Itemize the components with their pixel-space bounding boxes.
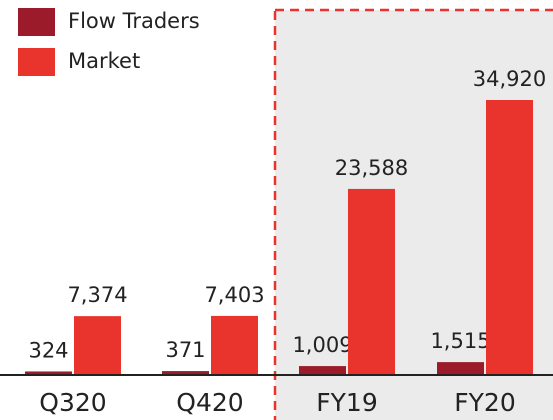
legend-swatch xyxy=(18,48,55,76)
value-label: 371 xyxy=(165,338,205,362)
bar xyxy=(74,316,121,374)
bar xyxy=(486,100,533,374)
value-label: 34,920 xyxy=(473,67,546,91)
value-label: 324 xyxy=(28,338,68,362)
value-label: 7,403 xyxy=(204,283,264,307)
x-tick-label: Q420 xyxy=(176,388,243,417)
x-tick-label: Q320 xyxy=(39,388,106,417)
x-tick-label: FY20 xyxy=(454,388,515,417)
legend-label: Market xyxy=(68,49,140,73)
bar xyxy=(348,188,395,374)
x-tick-label: FY19 xyxy=(316,388,377,417)
value-label: 1,515 xyxy=(430,329,490,353)
legend-swatch xyxy=(18,8,55,36)
bar xyxy=(211,315,258,374)
legend-label: Flow Traders xyxy=(68,9,200,33)
bar xyxy=(299,366,346,374)
value-label: 23,588 xyxy=(335,156,408,180)
bar xyxy=(437,362,484,374)
bar xyxy=(25,371,72,374)
value-label: 7,374 xyxy=(67,283,127,307)
bar xyxy=(162,371,209,374)
value-label: 1,009 xyxy=(292,333,352,357)
